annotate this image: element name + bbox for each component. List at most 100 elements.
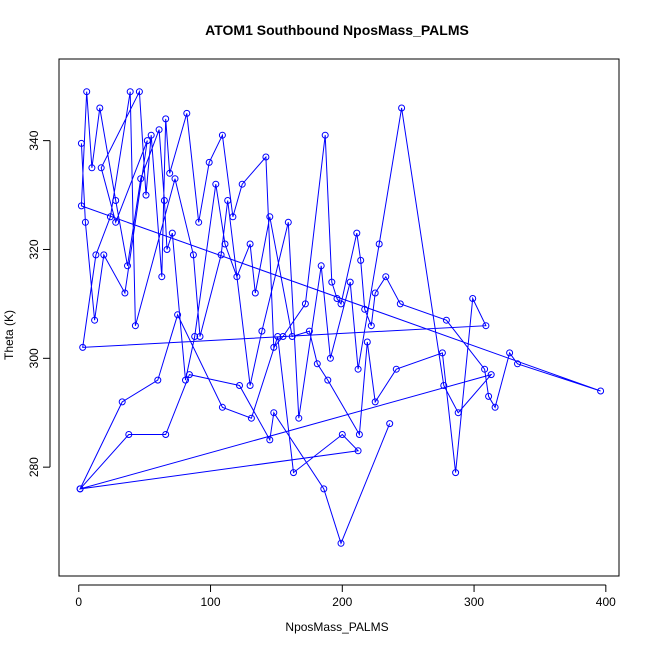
data-point: [355, 431, 363, 438]
data-point: [162, 115, 170, 123]
data-point: [77, 202, 85, 210]
x-tick-label: 200: [332, 595, 352, 609]
data-point: [147, 131, 155, 139]
data-point: [212, 180, 220, 188]
data-point: [135, 88, 143, 96]
data-point: [597, 387, 605, 395]
data-point: [163, 246, 171, 253]
data-point: [131, 322, 139, 330]
y-tick-label: 340: [27, 130, 41, 150]
data-point: [440, 382, 448, 389]
data-point: [284, 218, 292, 226]
data-point: [337, 300, 345, 308]
data-point: [324, 376, 332, 384]
data-point: [183, 109, 191, 117]
data-point: [320, 485, 328, 493]
data-point: [506, 349, 514, 357]
data-point: [247, 414, 255, 422]
data-point: [454, 409, 462, 417]
data-point: [83, 88, 91, 96]
data-point: [195, 218, 203, 226]
data-point: [262, 153, 270, 161]
data-point: [328, 278, 336, 286]
data-point: [218, 131, 226, 139]
data-point: [143, 137, 151, 145]
data-point: [274, 333, 282, 340]
data-point: [313, 360, 321, 368]
data-point: [270, 409, 278, 417]
data-point: [124, 262, 131, 270]
data-point: [205, 158, 213, 166]
data-point: [354, 365, 362, 373]
data-point: [338, 431, 346, 438]
data-point: [217, 251, 225, 259]
data-point: [137, 175, 145, 183]
data-point: [174, 311, 182, 319]
data-point: [118, 398, 126, 406]
data-point: [218, 403, 226, 411]
y-tick-label: 300: [27, 348, 41, 368]
data-point: [246, 382, 254, 389]
data-point: [333, 295, 341, 302]
data-point: [106, 213, 114, 221]
data-point: [266, 436, 274, 444]
data-point: [371, 398, 379, 406]
data-point: [270, 343, 278, 351]
data-point: [189, 251, 197, 259]
y-tick-label: 320: [27, 239, 41, 259]
x-tick-label: 0: [75, 595, 82, 609]
data-point: [367, 322, 375, 330]
data-point: [482, 322, 490, 330]
data-point: [79, 343, 87, 351]
data-point: [317, 262, 325, 270]
data-point: [279, 333, 287, 340]
data-point: [76, 485, 84, 493]
x-tick-label: 400: [596, 595, 616, 609]
data-point: [168, 229, 176, 237]
data-point: [346, 278, 354, 286]
data-point: [301, 300, 309, 308]
chart-title: ATOM1 Southbound NposMass_PALMS: [205, 22, 469, 38]
data-point: [182, 376, 189, 384]
x-axis: 0 100 200 300 400: [75, 584, 616, 609]
data-point: [487, 371, 495, 379]
data-point: [288, 333, 296, 340]
data-point: [112, 197, 120, 204]
data-point: [514, 360, 521, 368]
x-tick-label: 100: [201, 595, 221, 609]
data-point: [246, 240, 254, 248]
data-point: [363, 338, 371, 346]
data-point: [361, 305, 369, 313]
data-point: [236, 382, 243, 389]
data-point: [438, 349, 446, 357]
data-point: [485, 392, 493, 400]
data-point: [442, 316, 450, 324]
data-point: [224, 197, 232, 204]
data-point: [96, 104, 104, 112]
data-point: [481, 365, 489, 373]
data-point: [251, 289, 259, 297]
data-point: [386, 420, 394, 428]
data-point: [91, 316, 99, 324]
data-point: [353, 229, 361, 237]
data-point: [81, 218, 89, 226]
data-point: [77, 139, 85, 147]
data-point: [88, 164, 96, 172]
data-point: [266, 213, 274, 221]
plot-area: [76, 88, 605, 547]
plot-frame: [58, 58, 620, 577]
data-point: [396, 300, 404, 308]
data-point: [162, 431, 170, 438]
data-point: [154, 376, 162, 384]
y-axis: 280 300 320 340: [27, 130, 51, 477]
data-point: [371, 289, 379, 297]
data-point: [171, 175, 179, 183]
data-point: [155, 126, 163, 134]
data-point: [229, 213, 237, 221]
data-point: [185, 371, 193, 379]
data-point: [398, 104, 406, 112]
data-point: [238, 180, 246, 188]
